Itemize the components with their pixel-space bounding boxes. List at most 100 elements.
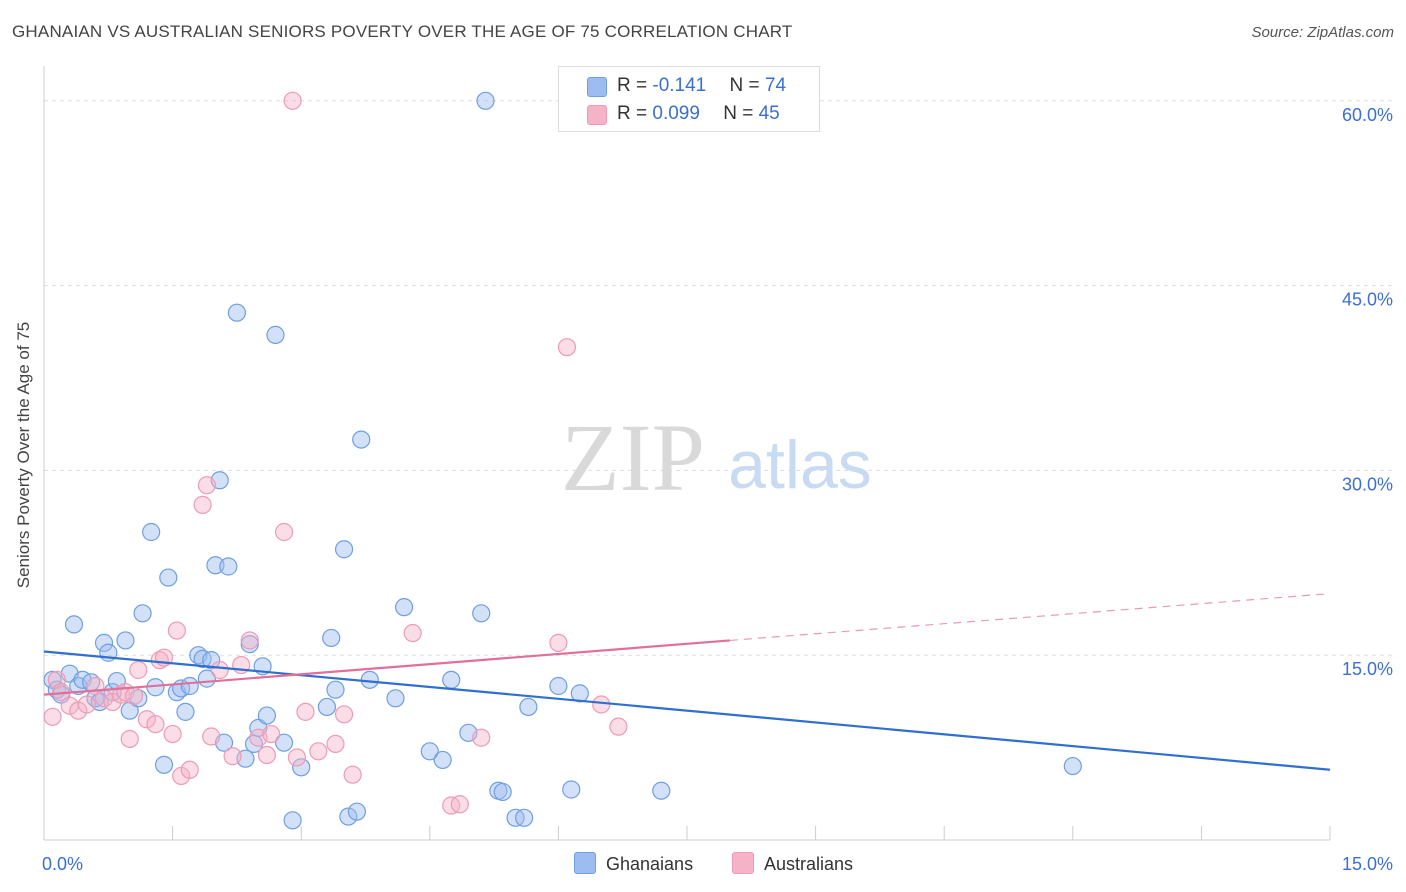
watermark-zip: ZIP — [561, 404, 705, 511]
y-tick-label: 45.0% — [1342, 290, 1393, 310]
series-legend-ghanaians: Ghanaians — [574, 852, 693, 875]
ghanaian-point — [176, 702, 195, 721]
ghanaian-point — [94, 633, 114, 652]
australian-point — [287, 748, 307, 767]
ghanaian-point — [549, 676, 568, 696]
ghanaian-point — [219, 557, 238, 576]
australian-point — [223, 747, 242, 766]
y-axis-label: Seniors Poverty Over the Age of 75 — [14, 321, 33, 589]
chart-source: Source: ZipAtlas.com — [1251, 24, 1394, 41]
australian-point — [77, 695, 96, 714]
legend-n-label: N = — [723, 103, 759, 124]
trend-lines — [43, 593, 1331, 771]
correlation-legend: R = -0.141 N = 74 R = 0.099 N = 45 — [558, 66, 820, 132]
australian-point — [274, 522, 294, 542]
ghanaian-point — [142, 522, 161, 542]
watermark: ZIP atlas — [561, 404, 872, 511]
legend-r-label: R = — [617, 103, 653, 124]
ghanaian-point — [334, 540, 354, 559]
ghanaian-point — [180, 676, 199, 696]
ghanaian-point — [493, 782, 512, 802]
australian-point — [197, 476, 216, 495]
ghanaian-point — [266, 325, 285, 344]
x-tick-label: 0.0% — [42, 854, 83, 874]
ghanaian-point — [476, 91, 495, 110]
ghanaian-point — [386, 689, 405, 708]
ghanaian-point — [283, 811, 302, 830]
ghanaian-trend-line — [43, 650, 1331, 771]
ghanaian-point — [322, 628, 341, 648]
ghanaian-point — [433, 750, 452, 770]
series-swatch-ghanaians — [574, 852, 596, 874]
series-swatch-australians — [732, 852, 754, 874]
ghanaian-point — [515, 808, 534, 827]
australian-point — [146, 715, 165, 734]
ghanaian-point — [394, 598, 414, 617]
legend-row-australians: R = 0.099 N = 45 — [587, 103, 780, 125]
australian-point — [129, 660, 148, 680]
legend-n-value: 74 — [764, 75, 787, 96]
ghanaian-point — [442, 670, 461, 689]
ghanaian-point — [154, 755, 174, 774]
tick-labels: 15.0% 30.0% 45.0% 60.0% 0.0% 15.0% — [42, 105, 1393, 874]
ghanaian-point — [43, 670, 62, 689]
ghanaian-point — [570, 684, 589, 703]
ghanaian-point — [339, 807, 358, 826]
series-label-ghanaians: Ghanaians — [606, 854, 694, 874]
legend-n-label: N = — [729, 75, 765, 96]
legend-r-value: 0.099 — [652, 103, 700, 124]
chart-title: GHANAIAN VS AUSTRALIAN SENIORS POVERTY O… — [12, 22, 793, 41]
ghanaian-point — [472, 604, 491, 623]
legend-n-value: 45 — [758, 103, 780, 124]
data-points — [43, 91, 1082, 830]
series-legend-australians: Australians — [732, 852, 853, 875]
australian-point — [283, 91, 302, 110]
y-tick-label: 30.0% — [1342, 474, 1393, 494]
ghanaian-point — [1063, 756, 1082, 776]
axes — [43, 66, 1331, 841]
series-label-australians: Australians — [764, 854, 854, 874]
ghanaian-point — [257, 706, 277, 725]
ghanaian-point — [562, 780, 581, 799]
watermark-atlas: atlas — [728, 427, 872, 503]
australian-point — [43, 707, 62, 726]
ghanaian-point — [352, 430, 371, 449]
legend-swatch-ghanaians — [587, 77, 607, 97]
ghanaian-point — [227, 303, 246, 322]
australian-point — [257, 745, 277, 765]
australian-point — [343, 765, 362, 784]
ghanaian-point — [420, 742, 439, 761]
ghanaian-point — [326, 680, 345, 699]
australian-point — [549, 633, 568, 652]
y-tick-label: 15.0% — [1342, 659, 1393, 679]
ghanaian-point — [206, 556, 225, 575]
australian-point — [193, 495, 212, 514]
australian-point — [137, 710, 156, 729]
australian-point — [240, 631, 259, 650]
australian-point — [180, 760, 199, 779]
australian-point — [262, 724, 281, 744]
australian-trend-extension — [729, 593, 1331, 642]
ghanaian-point — [347, 802, 367, 821]
ghanaian-point — [159, 568, 178, 587]
legend-swatch-australians — [587, 105, 607, 125]
ghanaian-point — [317, 697, 337, 717]
ghanaian-point — [133, 604, 152, 623]
australian-point — [202, 727, 221, 746]
ghanaian-point — [519, 697, 538, 717]
australian-point — [450, 795, 469, 814]
australian-point — [472, 728, 491, 747]
australian-point — [326, 734, 345, 754]
ghanaian-point — [274, 733, 294, 752]
australian-point — [309, 742, 328, 761]
legend-r-label: R = — [617, 75, 653, 96]
australian-point — [296, 702, 315, 721]
grid-lines — [44, 100, 1396, 656]
ghanaian-point — [64, 615, 84, 634]
australian-point — [557, 338, 577, 357]
legend-row-ghanaians: R = -0.141 N = 74 — [587, 75, 786, 97]
ghanaian-point — [652, 781, 671, 800]
australian-point — [120, 729, 139, 749]
ghanaian-point — [116, 631, 135, 650]
